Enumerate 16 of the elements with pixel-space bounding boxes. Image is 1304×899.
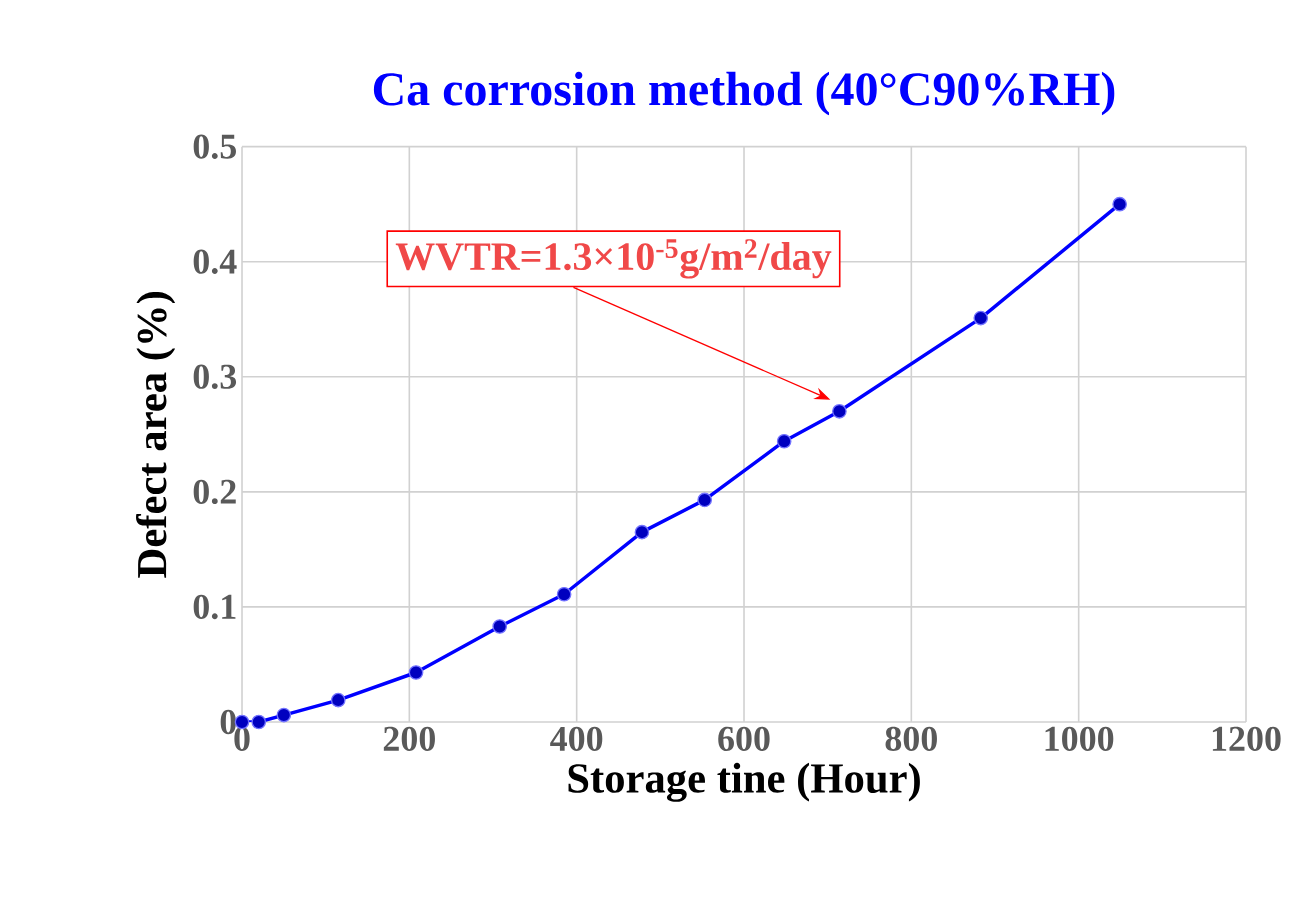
y-tick-label: 0	[220, 709, 236, 735]
x-axis-title: Storage tine (Hour)	[568, 762, 920, 802]
y-tick-label: 0.3	[193, 364, 237, 390]
y-axis-title: Defect area (%)	[136, 292, 176, 578]
y-tick-label: 0.1	[193, 594, 236, 620]
y-tick-label: 0.2	[193, 479, 236, 505]
x-tick-label: 800	[885, 726, 937, 751]
x-tick-label: 1200	[1212, 726, 1281, 751]
annotation: WVTR=1.3×10$^{-5}$g/m$^{2}$/day	[395, 239, 832, 279]
chart-title: Ca corrosion method (40°C90%RH)	[373, 71, 1115, 116]
x-tick-label: 200	[383, 726, 435, 751]
y-tick-label: 0.5	[193, 134, 236, 159]
x-tick-label: 400	[550, 726, 603, 751]
x-tick-label: 600	[718, 726, 770, 751]
x-tick-label: 1000	[1045, 726, 1114, 751]
y-tick-label: 0.4	[193, 249, 237, 274]
